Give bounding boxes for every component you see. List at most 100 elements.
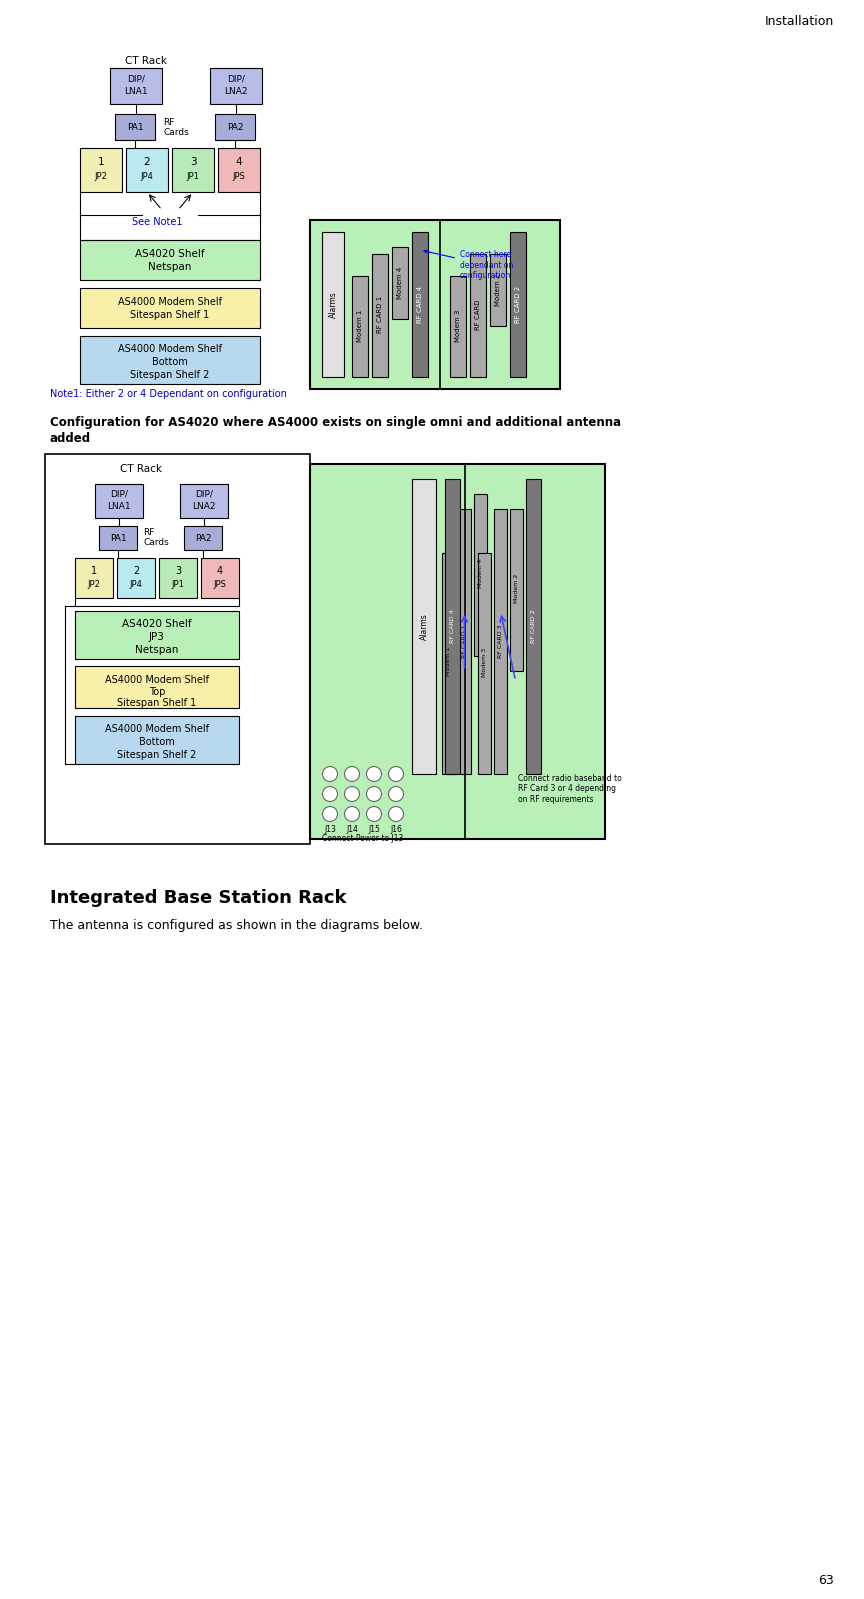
Text: Bottom: Bottom <box>139 737 175 747</box>
Circle shape <box>345 806 359 822</box>
Text: AS4020 Shelf: AS4020 Shelf <box>122 619 192 628</box>
Text: DIP/: DIP/ <box>110 489 128 499</box>
Circle shape <box>389 766 403 782</box>
Text: DIP/: DIP/ <box>195 489 213 499</box>
Bar <box>445 480 460 774</box>
Text: Modem 2: Modem 2 <box>495 273 501 305</box>
Text: Sitespan Shelf 2: Sitespan Shelf 2 <box>118 750 197 760</box>
Text: RF CARD 1: RF CARD 1 <box>377 296 383 333</box>
Bar <box>478 553 491 774</box>
Text: 1: 1 <box>91 566 97 576</box>
Text: 1: 1 <box>98 157 105 166</box>
Text: JP4: JP4 <box>130 579 143 588</box>
Bar <box>526 480 541 774</box>
Text: 2: 2 <box>133 566 139 576</box>
Bar <box>412 232 428 377</box>
Text: LNA1: LNA1 <box>124 86 148 96</box>
Bar <box>352 275 368 377</box>
Text: JP2: JP2 <box>87 579 100 588</box>
Text: Connect Power to J13: Connect Power to J13 <box>322 833 403 843</box>
Text: 63: 63 <box>818 1573 834 1586</box>
Bar <box>458 508 471 774</box>
Circle shape <box>345 766 359 782</box>
Bar <box>180 484 228 518</box>
Text: RF CARD 2: RF CARD 2 <box>531 609 536 643</box>
Text: PA1: PA1 <box>127 123 143 131</box>
Bar <box>510 232 526 377</box>
Text: Cards: Cards <box>163 128 188 136</box>
Text: Cards: Cards <box>143 537 168 547</box>
Bar <box>126 149 168 192</box>
Text: JP3: JP3 <box>149 632 165 643</box>
Text: Alarms: Alarms <box>328 291 338 318</box>
Text: AS4020 Shelf: AS4020 Shelf <box>135 249 205 259</box>
Bar <box>442 553 455 774</box>
Bar <box>95 484 143 518</box>
Text: Modem 3: Modem 3 <box>482 648 487 676</box>
Text: RF CARD 3: RF CARD 3 <box>498 625 503 659</box>
Text: DIP/: DIP/ <box>227 75 245 83</box>
Bar <box>75 611 239 659</box>
Text: JP1: JP1 <box>172 579 184 588</box>
Text: CT Rack: CT Rack <box>120 464 162 473</box>
Text: Modem 4: Modem 4 <box>478 558 483 588</box>
Bar <box>392 246 408 318</box>
Bar <box>450 275 466 377</box>
Bar <box>80 240 260 280</box>
Bar <box>184 526 222 550</box>
Text: 4: 4 <box>217 566 223 576</box>
Text: PA2: PA2 <box>194 534 212 542</box>
Bar <box>474 494 487 656</box>
Bar <box>322 232 344 377</box>
Circle shape <box>322 806 338 822</box>
Text: AS4000 Modem Shelf: AS4000 Modem Shelf <box>118 297 222 307</box>
Circle shape <box>322 766 338 782</box>
Text: Configuration for AS4020 where AS4000 exists on single omni and additional anten: Configuration for AS4020 where AS4000 ex… <box>50 416 621 429</box>
Bar <box>110 69 162 104</box>
Bar <box>210 69 262 104</box>
Text: LNA2: LNA2 <box>225 86 248 96</box>
Text: AS4000 Modem Shelf: AS4000 Modem Shelf <box>118 344 222 353</box>
Text: Note1: Either 2 or 4 Dependant on configuration: Note1: Either 2 or 4 Dependant on config… <box>50 389 287 400</box>
Circle shape <box>366 806 382 822</box>
Bar <box>159 558 197 598</box>
Text: PA1: PA1 <box>110 534 126 542</box>
Text: DIP/: DIP/ <box>127 75 145 83</box>
Text: RF: RF <box>143 528 155 537</box>
Text: Modem 4: Modem 4 <box>397 267 403 299</box>
Text: Modem 2: Modem 2 <box>514 574 519 603</box>
Bar <box>99 526 137 550</box>
Text: CT Rack: CT Rack <box>125 56 167 66</box>
Text: JP2: JP2 <box>94 171 107 181</box>
Text: Connect here
dependant on
configuration: Connect here dependant on configuration <box>424 249 513 280</box>
Circle shape <box>322 787 338 801</box>
Bar <box>412 480 436 774</box>
Text: RF CARD 4: RF CARD 4 <box>450 609 455 643</box>
Text: RF CARD 2: RF CARD 2 <box>515 286 521 323</box>
Bar <box>215 114 255 141</box>
Bar <box>494 508 507 774</box>
Text: Netspan: Netspan <box>136 644 179 656</box>
Text: See Note1: See Note1 <box>131 217 182 227</box>
Text: Integrated Base Station Rack: Integrated Base Station Rack <box>50 889 346 907</box>
Bar <box>201 558 239 598</box>
Text: Sitespan Shelf 1: Sitespan Shelf 1 <box>118 699 197 708</box>
Text: J15: J15 <box>368 825 380 833</box>
Text: Alarms: Alarms <box>420 612 429 640</box>
Text: RF: RF <box>163 117 175 126</box>
Circle shape <box>366 787 382 801</box>
Text: RF CARD 1: RF CARD 1 <box>462 625 467 659</box>
Text: RF CARD 4: RF CARD 4 <box>417 286 423 323</box>
Bar <box>310 464 605 839</box>
Text: AS4000 Modem Shelf: AS4000 Modem Shelf <box>105 675 209 684</box>
Text: 3: 3 <box>175 566 181 576</box>
Bar <box>510 508 523 670</box>
Text: JP1: JP1 <box>187 171 200 181</box>
Bar <box>117 558 155 598</box>
Bar <box>80 336 260 384</box>
Text: 2: 2 <box>143 157 150 166</box>
Text: Netspan: Netspan <box>149 262 192 272</box>
Bar <box>115 114 155 141</box>
Text: added: added <box>50 432 91 445</box>
Bar <box>45 454 310 844</box>
